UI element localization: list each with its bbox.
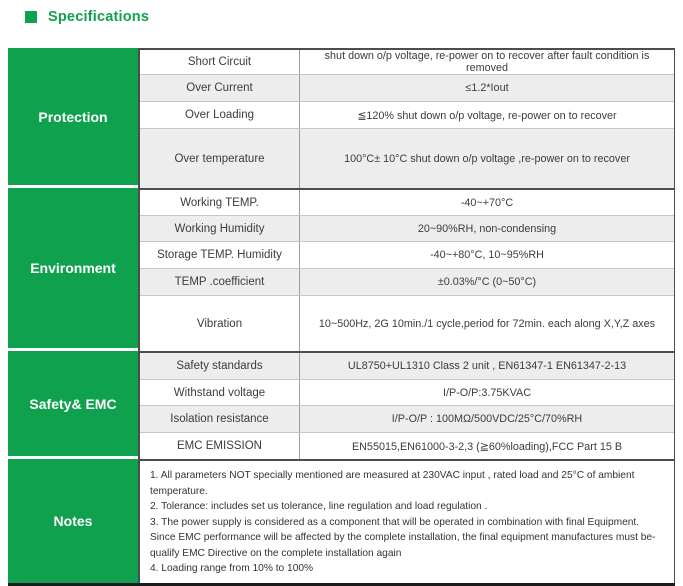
row-label: Withstand voltage [140,380,300,405]
group-environment: Environment Working TEMP. -40~+70°C Working… [8,188,675,351]
row-label: TEMP .coefficient [140,269,300,295]
table-row: Vibration 10~500Hz, 2G 10min./1 cycle,per… [140,296,674,351]
note-line: 1. All parameters NOT specially mentione… [150,470,635,497]
row-value: -40~+70°C [460,196,514,209]
row-label: Working TEMP. [140,190,300,215]
table-row: EMC EMISSION EN55015,EN61000-3-2,3 (≧60%l… [140,433,674,459]
table-row: Working TEMP. -40~+70°C [140,190,674,216]
row-value: EN55015,EN61000-3-2,3 (≧60%loading),FCC … [351,440,623,453]
row-value: 20~90%RH, non-condensing [417,222,557,235]
row-value: ±0.03%/°C (0~50°C) [437,276,537,288]
table-row: Over Current ≤1.2*Iout [140,75,674,102]
table-row: Safety standards UL8750+UL1310 Class 2 un… [140,353,674,380]
row-label: Working Humidity [140,216,300,241]
sidebar-cell: Notes [8,459,138,583]
table-row: Isolation resistance I/P-O/P : 100MΩ/500V… [140,406,674,433]
row-value: I/P-O/P:3.75KVAC [442,386,531,399]
row-value: I/P-O/P : 100MΩ/500VDC/25°C/70%RH [391,413,583,425]
note-line: 2. Tolerance: includes set us tolerance,… [150,501,488,512]
group-rows: Safety standards UL8750+UL1310 Class 2 un… [138,351,675,459]
group-protection: Protection Short Circuit shut down o/p vol… [8,48,675,188]
row-label: Storage TEMP. Humidity [140,242,300,268]
row-label: Safety standards [140,353,300,379]
row-value: ≤1.2*Iout [465,82,509,94]
row-label: Short Circuit [140,50,300,74]
table-row: TEMP .coefficient ±0.03%/°C (0~50°C) [140,269,674,296]
row-value: 10~500Hz, 2G 10min./1 cycle,period for 7… [318,317,656,330]
sidebar-cell: Safety& EMC [8,351,138,459]
page-header: Specifications [25,9,149,25]
row-label: Isolation resistance [140,406,300,432]
table-row: Withstand voltage I/P-O/P:3.75KVAC [140,380,674,406]
row-value: 100°C± 10°C shut down o/p voltage ,re-po… [344,152,630,165]
group-rows: Working TEMP. -40~+70°C Working Humidity 20… [138,188,675,351]
row-value: ≦120% shut down o/p voltage, re-power on… [357,109,617,122]
note-line: 4. Loading range from 10% to 100% [150,563,314,574]
green-square-icon [25,11,37,23]
sidebar-cell: Protection [8,48,138,188]
table-row: Over temperature 100°C± 10°C shut down o/… [140,129,674,188]
group-rows: Short Circuit shut down o/p voltage, re-p… [138,48,675,188]
row-label: Over temperature [140,129,300,188]
page-title: Specifications [48,9,150,25]
row-value: UL8750+UL1310 Class 2 unit , EN61347-1 E… [347,360,627,372]
row-value: -40~+80°C, 10~95%RH [430,249,544,261]
row-label: Over Loading [140,102,300,128]
notes-cell: 1. All parameters NOT specially mentione… [140,461,674,583]
row-label: Vibration [140,296,300,351]
table-row: Over Loading ≦120% shut down o/p voltage,… [140,102,674,129]
spec-table: Protection Short Circuit shut down o/p vol… [8,48,675,586]
group-rows: 1. All parameters NOT specially mentione… [138,459,675,583]
row-value: shut down o/p voltage, re-power on to re… [324,50,650,74]
sidebar-cell: Environment [8,188,138,351]
table-row: Working Humidity 20~90%RH, non-condensing [140,216,674,242]
group-safety-emc: Safety& EMC Safety standards UL8750+UL1310… [8,351,675,459]
row-label: EMC EMISSION [140,433,300,459]
table-row: Short Circuit shut down o/p voltage, re-p… [140,50,674,75]
note-line: 3. The power supply is considered as a c… [150,516,656,559]
row-label: Over Current [140,75,300,101]
table-row: Storage TEMP. Humidity -40~+80°C, 10~95%R… [140,242,674,269]
group-notes: Notes 1. All parameters NOT specially men… [8,459,675,583]
